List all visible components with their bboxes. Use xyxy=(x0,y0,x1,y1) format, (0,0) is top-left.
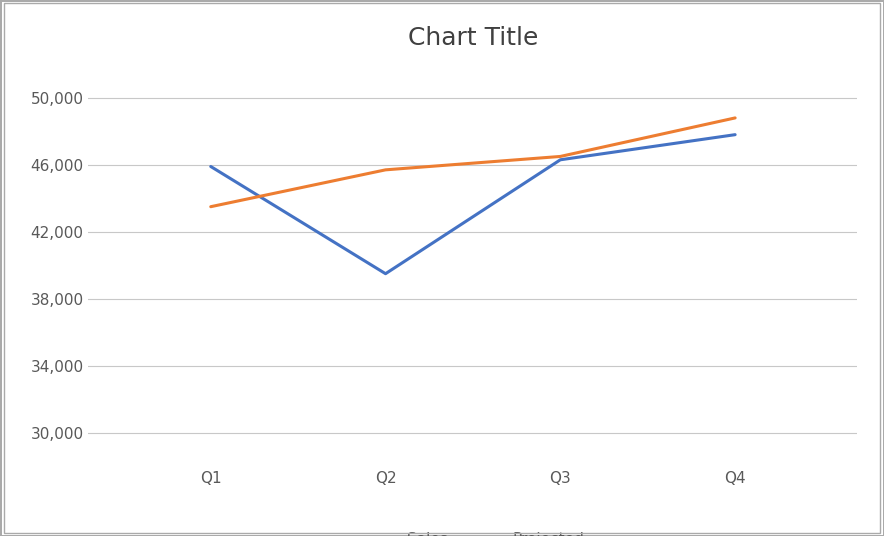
Line: Projected: Projected xyxy=(210,118,735,207)
Projected xyxy=(555,153,566,160)
Line: Sales: Sales xyxy=(210,135,735,274)
Legend: Sales, Projected: Sales, Projected xyxy=(355,526,591,536)
Sales xyxy=(730,131,741,138)
Sales xyxy=(205,163,216,170)
Sales xyxy=(555,157,566,163)
Sales xyxy=(380,271,391,277)
Projected xyxy=(730,115,741,121)
Projected xyxy=(205,204,216,210)
Projected xyxy=(380,167,391,173)
Title: Chart Title: Chart Title xyxy=(408,26,538,50)
